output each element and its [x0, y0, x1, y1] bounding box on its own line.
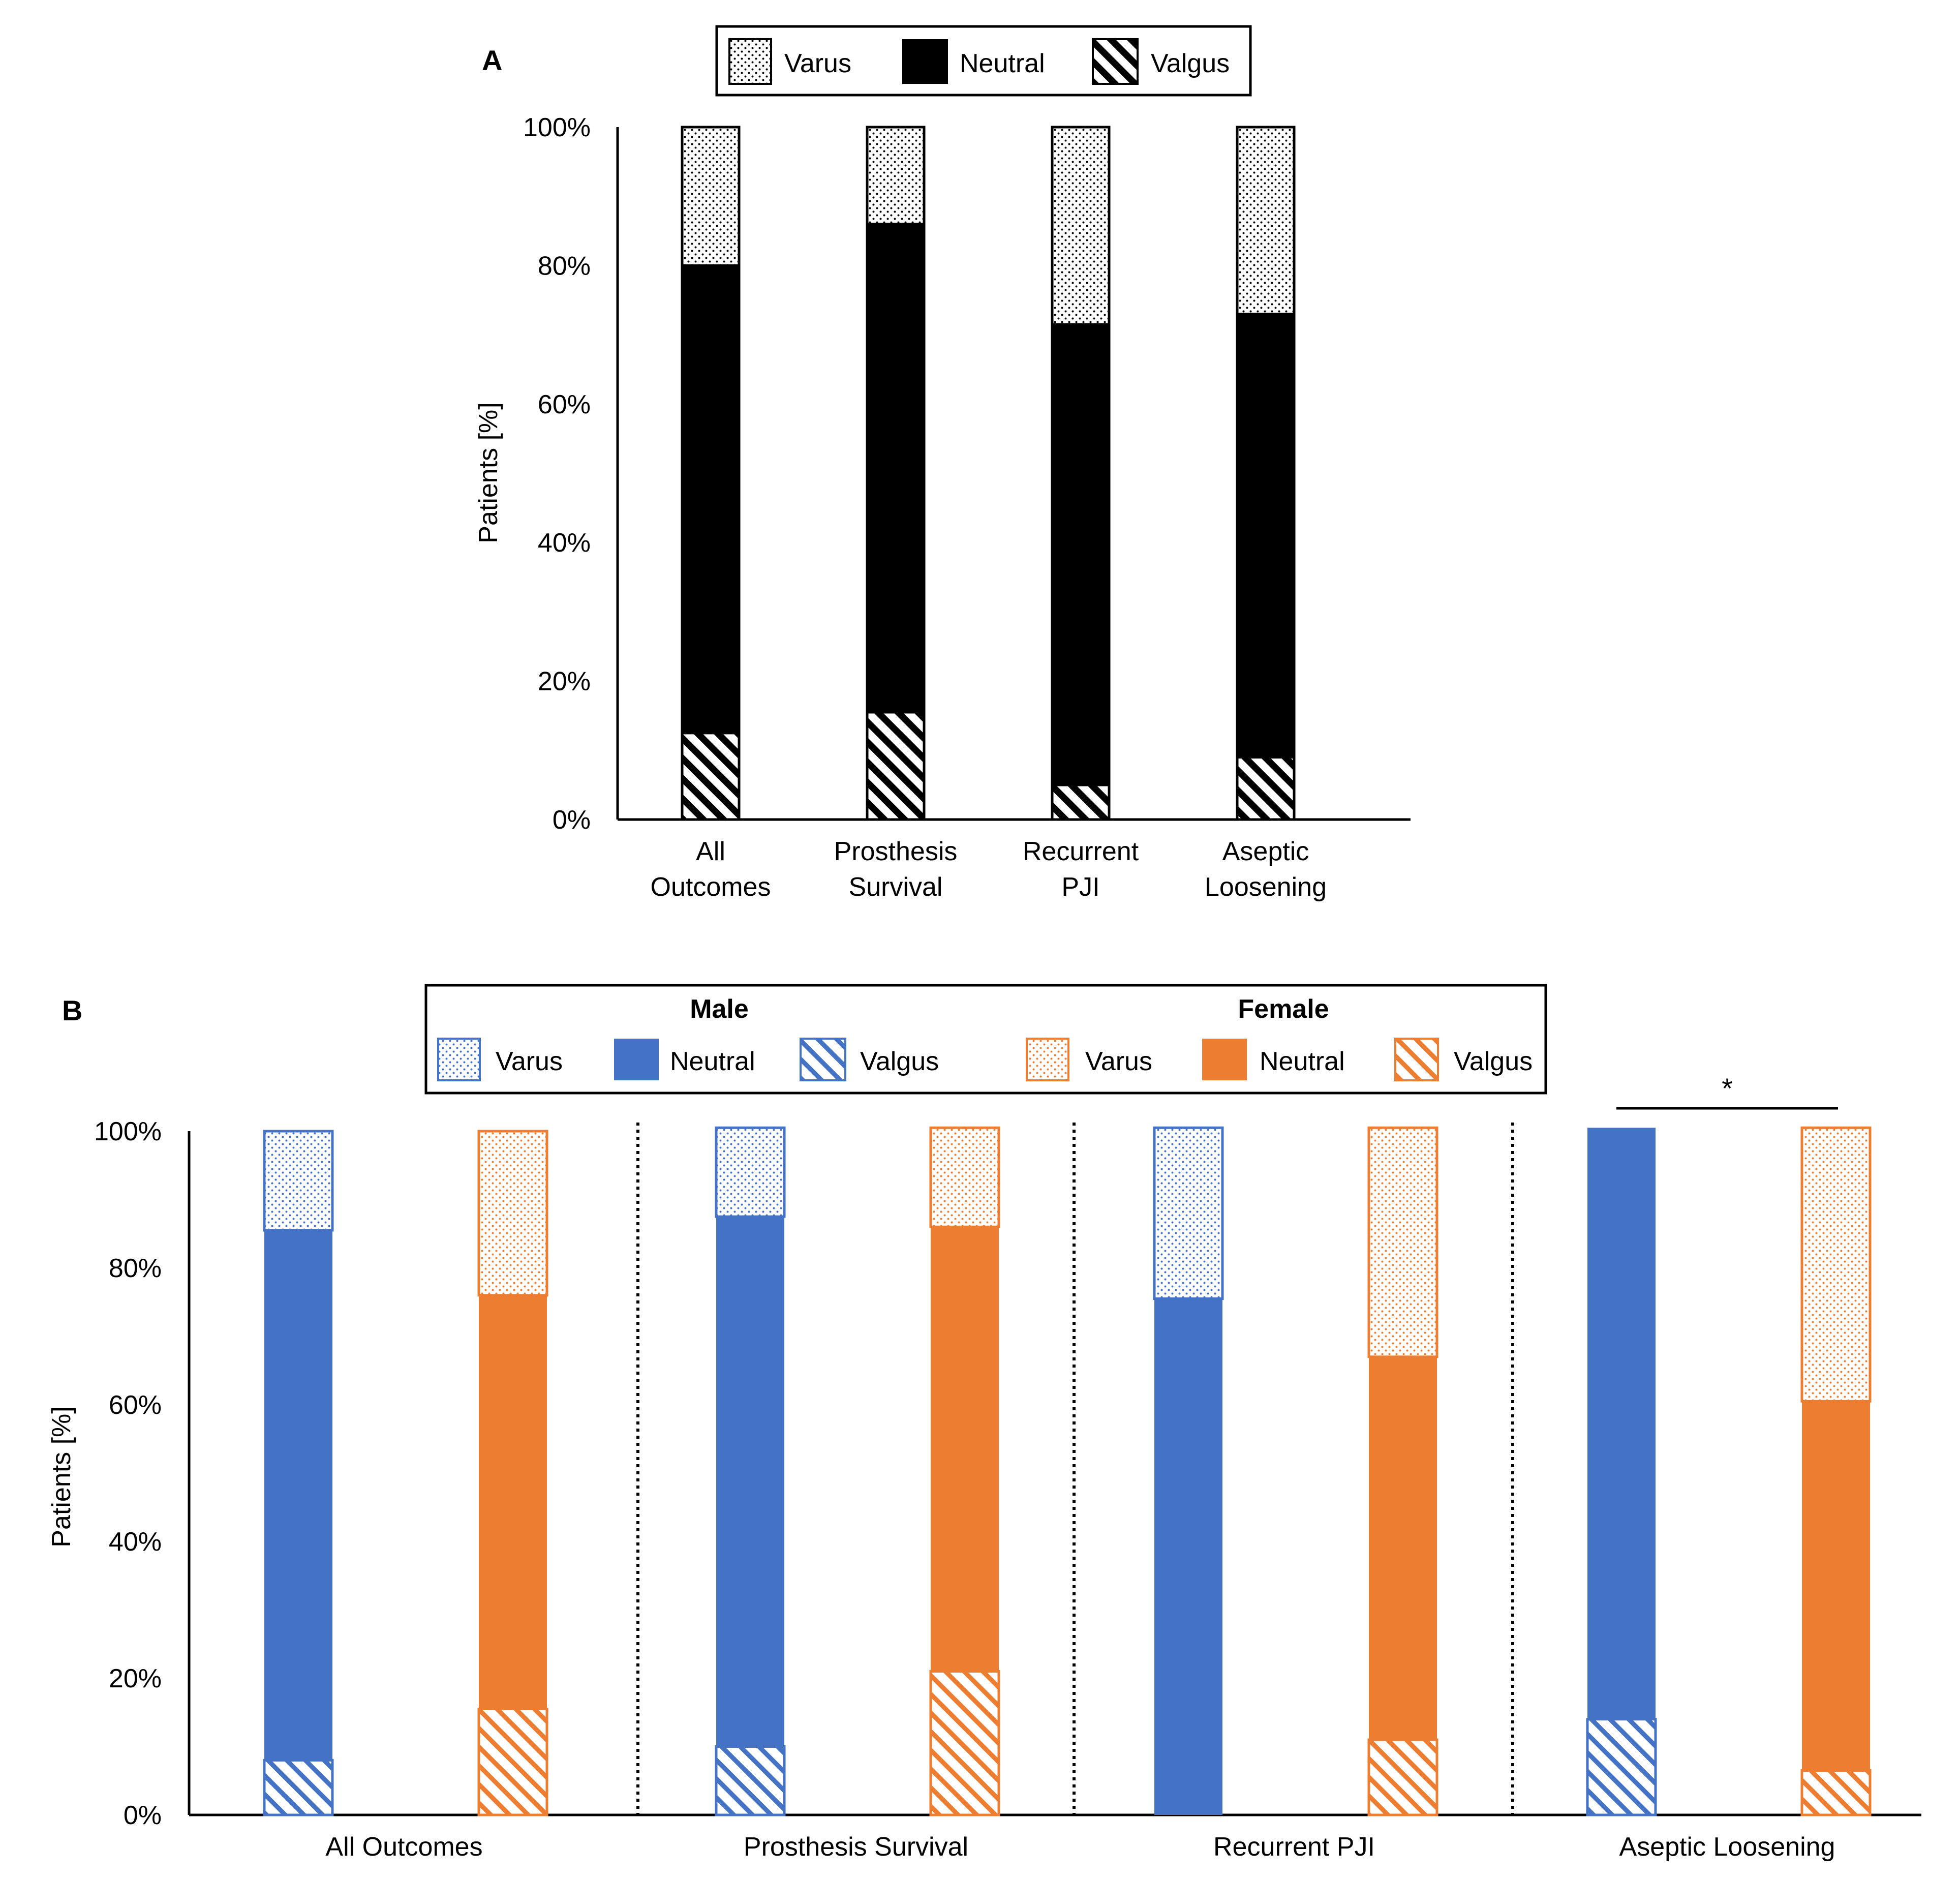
panel-a-legend: Varus Neutral Valgus [715, 25, 1252, 97]
panel-b-y-tick-labels: 0% 20% 40% 60% 80% 100% [94, 1117, 162, 1830]
y-tick-label: 100% [94, 1117, 162, 1146]
bar-segment-male-varus [715, 1126, 786, 1218]
y-tick-label: 20% [538, 667, 591, 696]
x-tick-label: Recurrent PJI [1213, 1832, 1375, 1862]
y-tick-label: 100% [523, 113, 591, 142]
bar-segment-female-varus [1367, 1126, 1438, 1358]
panel-a: A Varus Neutral Valgus Patients [%] 0% 20… [474, 25, 1411, 902]
bar-segment-varus [1051, 126, 1111, 326]
y-tick-label: 80% [109, 1254, 162, 1283]
y-tick-label: 40% [109, 1527, 162, 1557]
x-tick-label: Prosthesis Survival [834, 837, 958, 902]
x-tick-label: All Outcomes [325, 1832, 482, 1862]
y-tick-label: 60% [109, 1390, 162, 1420]
bar-segment-neutral [681, 264, 741, 735]
panel-b-legend: Male Female Varus Neutral Valgus Varus N… [424, 984, 1547, 1095]
bar-segment-male-valgus [715, 1745, 786, 1816]
y-tick-label: 40% [538, 528, 591, 558]
legend-label-male-valgus: Valgus [860, 1047, 939, 1076]
panel-b-bars [263, 1126, 1872, 1816]
bar-segment-male-varus [1153, 1126, 1224, 1300]
legend-swatch-female-varus [1026, 1038, 1069, 1081]
x-tick-label: Aseptic Loosening [1205, 837, 1327, 902]
panel-b-label: B [62, 994, 82, 1026]
legend-label-varus: Varus [784, 49, 851, 78]
legend-group-title-female: Female [1238, 994, 1329, 1024]
panel-a-y-axis-title: Patients [%] [474, 402, 503, 543]
legend-label-female-varus: Varus [1085, 1047, 1152, 1076]
bar-segment-female-neutral [1802, 1401, 1870, 1771]
bar-segment-male-neutral [1587, 1128, 1656, 1719]
bar-segment-valgus [1051, 783, 1111, 821]
bar-segment-neutral [1051, 323, 1111, 786]
y-tick-label: 0% [124, 1801, 162, 1830]
legend-label-neutral: Neutral [960, 49, 1045, 78]
legend-swatch-female-valgus [1394, 1038, 1439, 1081]
legend-group-title-male: Male [690, 994, 749, 1024]
bar-segment-valgus [866, 711, 926, 821]
legend-swatch-male-varus [437, 1038, 481, 1081]
legend-label-female-valgus: Valgus [1454, 1047, 1533, 1076]
legend-label-female-neutral: Neutral [1260, 1047, 1345, 1076]
bar-segment-male-neutral [1154, 1298, 1222, 1815]
x-tick-label: Recurrent PJI [1023, 837, 1139, 902]
y-tick-label: 80% [538, 251, 591, 281]
bar-segment-neutral [1236, 313, 1296, 759]
x-tick-label: Aseptic Loosening [1619, 1832, 1835, 1862]
legend-label-valgus: Valgus [1151, 49, 1230, 78]
panel-a-label: A [482, 44, 502, 76]
bar-segment-male-neutral [264, 1230, 332, 1761]
legend-swatch-male-valgus [800, 1038, 846, 1081]
x-tick-label: All Outcomes [651, 837, 771, 902]
bar-segment-female-neutral [1369, 1356, 1437, 1740]
bar-segment-female-valgus [1367, 1738, 1438, 1816]
legend-swatch-varus [728, 38, 772, 85]
bar-segment-varus [866, 126, 926, 226]
y-tick-label: 20% [109, 1664, 162, 1693]
panel-b-x-tick-labels: All Outcomes Prosthesis Survival Recurrent… [325, 1832, 1835, 1862]
bar-segment-male-valgus [263, 1759, 334, 1816]
bar-segment-varus [681, 126, 741, 267]
legend-swatch-valgus [1092, 38, 1139, 85]
bar-segment-female-neutral [479, 1295, 547, 1709]
bar-segment-valgus [1236, 755, 1296, 821]
bar-segment-female-valgus [477, 1708, 548, 1816]
bar-segment-female-varus [929, 1126, 1000, 1228]
legend-label-male-varus: Varus [496, 1047, 563, 1076]
panel-b-legend-frame [424, 984, 1547, 1095]
bar-segment-male-varus [263, 1130, 334, 1232]
panel-a-bars [681, 126, 1296, 821]
bar-segment-neutral [866, 223, 926, 714]
bar-segment-female-valgus [1800, 1769, 1872, 1816]
bar-segment-male-neutral [716, 1217, 784, 1747]
bar-segment-varus [1236, 126, 1296, 316]
y-tick-label: 60% [538, 390, 591, 419]
panel-a-y-tick-labels: 0% 20% 40% 60% 80% 100% [523, 113, 591, 835]
legend-swatch-neutral [902, 39, 948, 84]
panel-a-legend-frame [715, 25, 1252, 97]
legend-label-male-neutral: Neutral [670, 1047, 755, 1076]
significance-asterisk: * [1722, 1072, 1733, 1104]
y-tick-label: 0% [553, 805, 591, 835]
bar-segment-female-neutral [931, 1227, 999, 1672]
legend-swatch-female-neutral [1202, 1039, 1247, 1080]
panel-b-y-axis-title: Patients [%] [47, 1406, 76, 1547]
bar-segment-valgus [681, 732, 741, 821]
bar-segment-female-varus [477, 1130, 548, 1297]
panel-a-x-tick-labels: All Outcomes Prosthesis Survival Recurrent PJ… [651, 837, 1327, 902]
bar-segment-female-valgus [929, 1670, 1000, 1816]
x-tick-label: Prosthesis Survival [744, 1832, 968, 1862]
bar-segment-male-valgus [1586, 1718, 1657, 1816]
bar-segment-female-varus [1800, 1126, 1872, 1403]
panel-b: B Male Female Varus Neutral Valgus Varus… [47, 984, 1921, 1862]
legend-swatch-male-neutral [614, 1039, 659, 1080]
